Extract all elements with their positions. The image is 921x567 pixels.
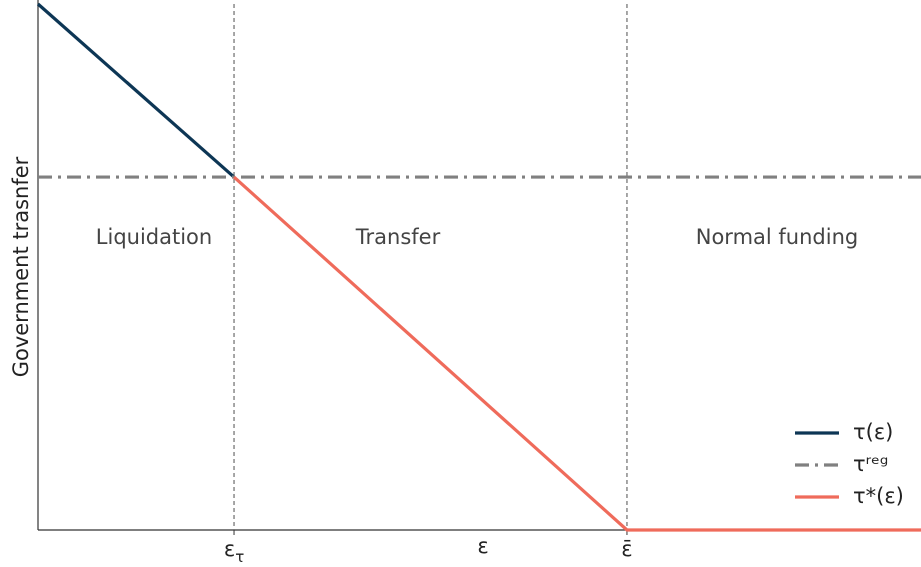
region-label: Transfer: [355, 225, 441, 249]
legend-label: τ(ε): [853, 420, 893, 444]
series-line: [36, 2, 236, 179]
region-label: Liquidation: [96, 225, 212, 249]
y-axis-label: Government trasnfer: [9, 156, 33, 377]
legend-label: τ*(ε): [853, 484, 904, 508]
x-axis-label: ε: [477, 534, 488, 558]
x-tick-label: ε̄: [621, 537, 632, 561]
x-tick-label: ετ: [224, 537, 244, 566]
legend-label: τʳᵉᵍ: [853, 452, 888, 476]
series-line: [232, 175, 921, 532]
region-label: Normal funding: [696, 225, 858, 249]
